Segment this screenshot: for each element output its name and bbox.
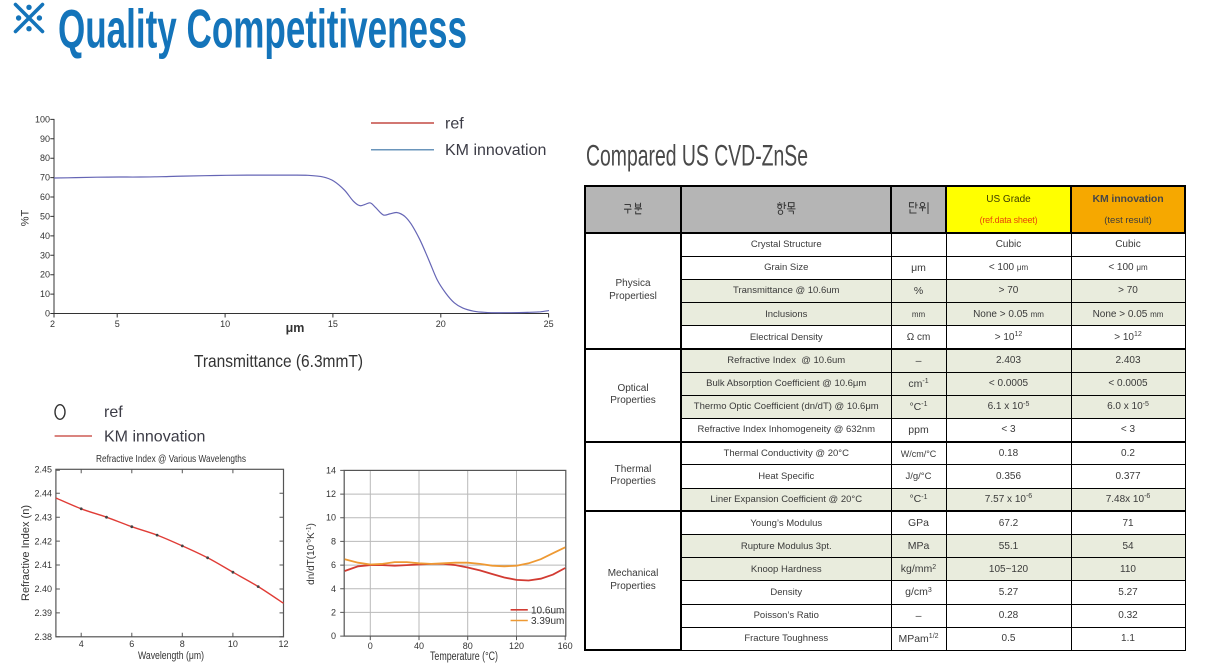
svg-text:0: 0 — [368, 641, 373, 651]
svg-text:8: 8 — [180, 639, 185, 649]
svg-text:Transmittance (6.3mmT): Transmittance (6.3mmT) — [194, 351, 363, 371]
svg-text:6: 6 — [129, 639, 134, 649]
svg-text:Quality Competitiveness: Quality Competitiveness — [58, 0, 467, 60]
svg-text:KM innovation: KM innovation — [445, 142, 546, 159]
svg-text:120: 120 — [509, 641, 524, 651]
svg-text:20: 20 — [436, 319, 446, 329]
svg-text:160: 160 — [558, 641, 573, 651]
svg-text:4: 4 — [79, 639, 84, 649]
svg-text:80: 80 — [40, 153, 50, 163]
svg-text:20: 20 — [40, 270, 50, 280]
svg-text:25: 25 — [544, 319, 554, 329]
svg-text:0: 0 — [331, 631, 336, 641]
svg-text:2: 2 — [331, 607, 336, 617]
svg-text:%T: %T — [20, 209, 32, 226]
svg-text:80: 80 — [463, 641, 473, 651]
svg-text:4: 4 — [331, 584, 336, 594]
svg-text:100: 100 — [35, 114, 50, 124]
svg-text:30: 30 — [40, 250, 50, 260]
svg-text:ref: ref — [445, 116, 464, 133]
svg-text:ref: ref — [104, 404, 123, 421]
svg-text:12: 12 — [278, 639, 288, 649]
svg-text:10.6um: 10.6um — [531, 605, 564, 616]
svg-text:KM innovation: KM innovation — [104, 429, 205, 446]
svg-text:dn/dT(10-5K-1): dn/dT(10-5K-1) — [306, 523, 318, 585]
svg-text:6: 6 — [331, 560, 336, 570]
svg-text:60: 60 — [40, 192, 50, 202]
svg-text:40: 40 — [40, 231, 50, 241]
svg-text:2.42: 2.42 — [34, 536, 52, 546]
svg-text:Temperature (°C): Temperature (°C) — [430, 651, 498, 663]
svg-text:40: 40 — [414, 641, 424, 651]
svg-text:10: 10 — [40, 289, 50, 299]
svg-text:15: 15 — [328, 319, 338, 329]
svg-text:2.39: 2.39 — [34, 608, 52, 618]
svg-text:2.44: 2.44 — [34, 488, 52, 498]
svg-text:5: 5 — [115, 319, 120, 329]
svg-text:12: 12 — [326, 489, 336, 499]
svg-text:10: 10 — [228, 639, 238, 649]
svg-text:Compared US CVD-ZnSe: Compared US CVD-ZnSe — [586, 140, 808, 173]
svg-text:2.40: 2.40 — [34, 584, 52, 594]
svg-text:2.45: 2.45 — [34, 465, 52, 475]
svg-text:0: 0 — [45, 309, 50, 319]
svg-text:Wavelength (μm): Wavelength (μm) — [138, 650, 204, 662]
svg-text:μm: μm — [286, 321, 305, 335]
svg-text:2.43: 2.43 — [34, 512, 52, 522]
svg-text:Refractive Index (n): Refractive Index (n) — [20, 505, 32, 601]
svg-text:10: 10 — [326, 513, 336, 523]
svg-text:2.38: 2.38 — [34, 632, 52, 642]
svg-text:90: 90 — [40, 134, 50, 144]
svg-text:10: 10 — [220, 319, 230, 329]
svg-text:70: 70 — [40, 173, 50, 183]
svg-text:14: 14 — [326, 465, 336, 475]
svg-text:8: 8 — [331, 536, 336, 546]
svg-text:3.39um: 3.39um — [531, 616, 564, 627]
svg-text:2.41: 2.41 — [34, 560, 52, 570]
svg-text:Refractive Index @ Various Wav: Refractive Index @ Various Wavelengths — [96, 453, 246, 465]
svg-text:2: 2 — [50, 319, 55, 329]
svg-text:50: 50 — [40, 211, 50, 221]
